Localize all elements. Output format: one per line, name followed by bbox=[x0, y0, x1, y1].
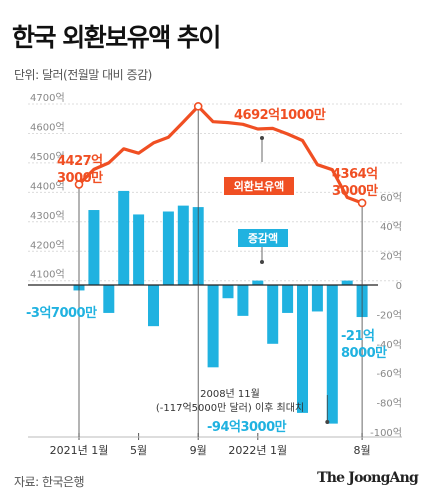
change-bar bbox=[177, 205, 189, 285]
change-bar bbox=[237, 285, 249, 316]
right-tick-label: -40억 bbox=[376, 339, 402, 351]
change-bar bbox=[103, 285, 115, 313]
x-tick-label: 5월 bbox=[130, 444, 147, 457]
right-tick-label: -20억 bbox=[376, 309, 402, 321]
right-tick-label: 20억 bbox=[380, 251, 402, 263]
min-change-label: -94억3000만 bbox=[207, 419, 287, 435]
unit-note: 단위: 달러(전월말 대비 증감) bbox=[14, 68, 152, 82]
left-tick-label: 4600억 bbox=[30, 121, 65, 133]
legend-line-label: 외환보유액 bbox=[234, 179, 285, 193]
right-tick-label: 40억 bbox=[380, 221, 402, 233]
last-value-label: 4364억 3000만 bbox=[332, 167, 378, 199]
left-tick-label: 4100억 bbox=[30, 269, 65, 281]
first-change-label: -3억7000만 bbox=[26, 305, 97, 321]
change-bar bbox=[222, 285, 234, 299]
change-bar bbox=[118, 190, 130, 285]
right-tick-label: -60억 bbox=[376, 368, 402, 380]
change-bar bbox=[297, 285, 308, 413]
change-bar bbox=[148, 285, 159, 327]
x-tick-label: 8월 bbox=[354, 444, 371, 457]
change-bar bbox=[326, 285, 338, 424]
change-bar bbox=[133, 214, 145, 285]
left-tick-label: 4500억 bbox=[30, 151, 65, 163]
guide-dot bbox=[325, 420, 330, 424]
guide-dot bbox=[260, 260, 264, 264]
min-change-note: 2008년 11월 (-117억5000만 달러) 이후 최대치 bbox=[156, 388, 304, 414]
reserve-line bbox=[77, 104, 364, 205]
reserve-point bbox=[193, 102, 203, 111]
change-bar bbox=[88, 210, 100, 285]
legend-bar-tag bbox=[238, 229, 288, 247]
last-change-label: -21억 8000만 bbox=[341, 329, 387, 361]
peak-value-label: 4692억1000만 bbox=[234, 107, 326, 123]
brand-logo: The JoongAng bbox=[317, 470, 419, 486]
right-tick-label: 0 bbox=[396, 281, 402, 292]
right-tick-label: -100억 bbox=[370, 427, 402, 439]
left-tick-label: 4200억 bbox=[30, 239, 65, 251]
first-value-label: 4427억 3000만 bbox=[57, 154, 103, 186]
x-tick-label: 2022년 1월 bbox=[228, 444, 287, 457]
left-tick-label: 4300억 bbox=[30, 210, 65, 222]
change-bar bbox=[162, 211, 174, 285]
right-tick-label: 60억 bbox=[380, 192, 402, 204]
legend-line-tag bbox=[224, 177, 294, 195]
x-tick-label: 2021년 1월 bbox=[50, 444, 109, 457]
change-bar bbox=[311, 285, 323, 312]
change-bar bbox=[252, 280, 264, 285]
chart: 4100억 4200억 4300억 4400억 4500억 4600억 4700억 60억 40… bbox=[26, 92, 402, 457]
left-tick-label: 4400억 bbox=[30, 180, 65, 192]
change-bar bbox=[282, 285, 294, 313]
change-bar bbox=[341, 280, 353, 285]
chart-title: 한국 외환보유액 추이 bbox=[12, 23, 221, 52]
left-tick-label: 4700억 bbox=[30, 92, 65, 104]
right-tick-label: -80억 bbox=[376, 398, 402, 410]
reserve-point bbox=[74, 180, 84, 189]
source-note: 자료: 한국은행 bbox=[14, 475, 85, 489]
change-bar bbox=[207, 285, 219, 368]
reserve-point bbox=[357, 198, 367, 208]
guide-dot bbox=[260, 136, 264, 140]
legend-bar-label: 증감액 bbox=[248, 231, 278, 245]
x-tick-label: 9월 bbox=[190, 444, 207, 457]
change-bar bbox=[267, 285, 279, 344]
